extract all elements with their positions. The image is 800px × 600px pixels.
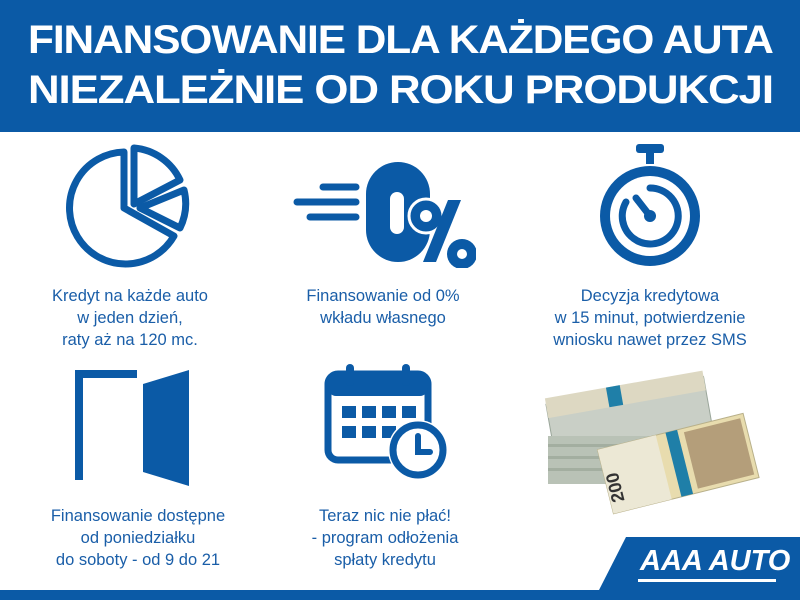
- calendar-clock-icon: [324, 364, 448, 480]
- feature-caption-decision: Decyzja kredytowa w 15 minut, potwierdze…: [520, 285, 780, 351]
- banknote-stack-image: 200: [544, 370, 760, 515]
- logo-text: AAA AUTO: [640, 545, 791, 577]
- caption-line: do soboty - od 9 do 21: [55, 551, 221, 569]
- feature-caption-zero-down: Finansowanie od 0% wkładu własnego: [253, 285, 513, 329]
- feature-caption-hours: Finansowanie dostępne od poniedziałku do…: [8, 505, 268, 571]
- caption-line: Finansowanie dostępne: [50, 507, 226, 525]
- caption-line: w jeden dzień,: [77, 309, 183, 327]
- zero-percent-icon: [293, 162, 476, 268]
- caption-line: raty aż na 120 mc.: [62, 331, 198, 349]
- feature-caption-deferral: Teraz nic nie płać! - program odłożenia …: [255, 505, 515, 571]
- aaa-auto-logo: AAA AUTO: [598, 537, 800, 592]
- logo-underline: [638, 579, 776, 582]
- header-banner: FINANSOWANIE DLA KAŻDEGO AUTA NIEZALEŻNI…: [0, 0, 800, 132]
- stopwatch-icon: [600, 144, 700, 266]
- caption-line: - program odłożenia: [311, 529, 459, 547]
- caption-line: w 15 minut, potwierdzenie: [554, 309, 746, 327]
- pie-chart-icon: [66, 144, 190, 268]
- headline-line-1: FINANSOWANIE DLA KAŻDEGO AUTA: [28, 18, 774, 62]
- feature-caption-credit: Kredyt na każde auto w jeden dzień, raty…: [0, 285, 260, 351]
- caption-line: od poniedziałku: [80, 529, 196, 547]
- caption-line: wkładu własnego: [320, 309, 446, 327]
- caption-line: spłaty kredytu: [334, 551, 436, 569]
- caption-line: Finansowanie od 0%: [306, 287, 460, 305]
- caption-line: Decyzja kredytowa: [580, 287, 720, 305]
- caption-line: Kredyt na każde auto: [52, 287, 208, 305]
- headline-line-2: NIEZALEŻNIE OD ROKU PRODUKCJI: [28, 68, 774, 112]
- caption-line: wniosku nawet przez SMS: [553, 331, 747, 349]
- caption-line: Teraz nic nie płać!: [318, 507, 452, 525]
- door-icon: [75, 370, 189, 486]
- bottom-strip: [0, 590, 800, 600]
